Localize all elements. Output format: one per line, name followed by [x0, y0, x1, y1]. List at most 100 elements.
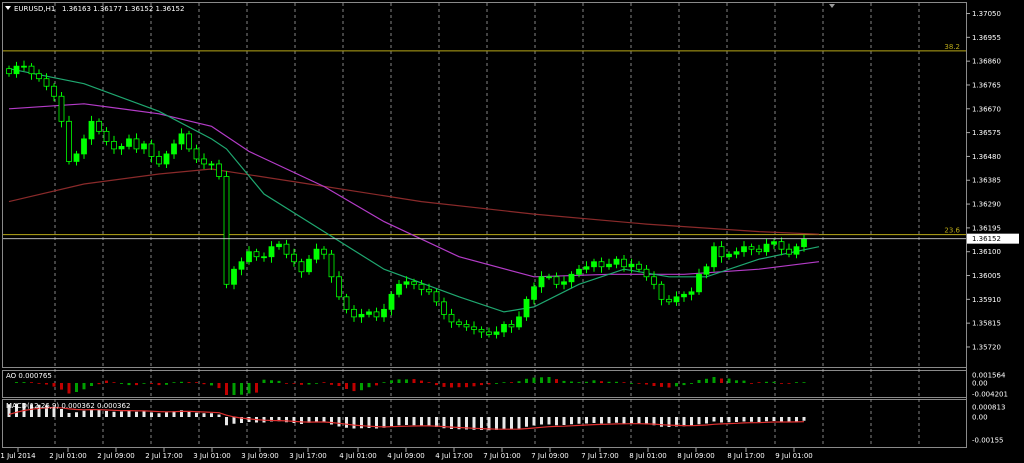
- ao-bar-105: [795, 382, 798, 383]
- candle-body-0: [6, 68, 12, 75]
- time-tick-label-13: 8 Jul 01:00: [629, 452, 667, 460]
- candle-74: [561, 276, 567, 290]
- ao-bar-61: [465, 383, 468, 388]
- candle-86: [651, 271, 657, 290]
- macd-bar-103: [780, 417, 783, 422]
- ao-bar-68: [517, 381, 521, 383]
- price-tick-label-11: 1.36005: [972, 272, 1001, 280]
- macd-bar-91: [690, 417, 693, 426]
- macd-bar-15: [120, 411, 123, 417]
- macd-bar-106: [802, 417, 806, 421]
- ao-bar-43: [330, 383, 333, 385]
- ao-bar-60: [457, 383, 461, 388]
- candle-body-100: [756, 248, 762, 253]
- candle-body-32: [246, 251, 252, 263]
- macd-bar-21: [165, 412, 168, 417]
- shift-chart-arrow-icon[interactable]: [829, 4, 835, 8]
- macd-bar-104: [787, 417, 791, 423]
- ao-bar-55: [420, 380, 423, 383]
- ao-bar-42: [322, 382, 326, 383]
- ao-bar-4: [37, 383, 41, 384]
- candle-body-19: [148, 143, 155, 157]
- candle-44: [336, 271, 342, 300]
- ao-bar-62: [472, 383, 476, 387]
- candle-body-55: [418, 283, 425, 290]
- time-tick-label-4: 3 Jul 01:00: [193, 452, 231, 460]
- macd-bar-78: [592, 417, 596, 423]
- ao-bar-56: [427, 382, 431, 383]
- fib-label-1: 23.6: [944, 227, 960, 235]
- candle-16: [126, 134, 132, 150]
- ao-bar-9: [75, 383, 78, 392]
- candle-body-102: [771, 241, 777, 245]
- candle-78: [591, 258, 597, 272]
- candle-77: [583, 261, 590, 274]
- ao-bar-53: [405, 379, 408, 383]
- ao-bar-88: [667, 383, 671, 388]
- macd-bar-13: [105, 411, 108, 417]
- ao-bar-89: [675, 383, 678, 387]
- macd-bar-59: [450, 417, 453, 429]
- candle-69: [523, 296, 530, 321]
- candle-body-65: [493, 331, 500, 335]
- candle-93: [703, 263, 710, 279]
- ao-bar-75: [570, 381, 573, 383]
- macd-bar-97: [735, 417, 738, 422]
- macd-bar-95: [720, 417, 723, 423]
- candlestick-series: [6, 60, 807, 339]
- candle-22: [171, 139, 177, 159]
- candle-80: [606, 258, 612, 270]
- macd-bar-94: [712, 417, 716, 422]
- ao-tick-label-1: 0.00: [972, 380, 988, 388]
- chart-ohlc: 1.36163 1.36177 1.36152 1.36152: [62, 5, 184, 13]
- candle-body-25: [193, 148, 200, 160]
- ao-bar-30: [232, 383, 236, 395]
- candle-37: [283, 239, 290, 259]
- time-axis: 1 Jul 2014 2 Jul 01:00 2 Jul 09:00 2 Jul 17…: [0, 448, 813, 460]
- candle-body-91: [688, 291, 695, 295]
- candle-body-50: [381, 308, 387, 318]
- candle-body-78: [591, 261, 597, 268]
- candle-body-76: [576, 268, 582, 275]
- macd-tick-label-1: 0.00: [972, 414, 988, 422]
- ao-bar-54: [412, 379, 416, 383]
- time-tick-label-10: 7 Jul 01:00: [483, 452, 521, 460]
- candle-body-77: [583, 266, 590, 270]
- ao-bar-2: [22, 382, 26, 383]
- time-tick-label-12: 7 Jul 17:00: [581, 452, 619, 460]
- candle-body-70: [531, 286, 537, 300]
- candle-body-93: [703, 266, 710, 275]
- candle-54: [411, 278, 417, 290]
- macd-bar-23: [180, 410, 183, 417]
- ao-bar-41: [315, 383, 318, 384]
- candle-body-72: [546, 276, 552, 279]
- candle-body-67: [508, 324, 515, 328]
- candle-body-66: [501, 324, 507, 333]
- macd-bar-26: [202, 413, 206, 417]
- price-tick-label-10: 1.36100: [972, 248, 1001, 256]
- candle-47: [358, 308, 365, 323]
- current-price-label: 1.36152: [972, 235, 1001, 243]
- candle-43: [328, 249, 335, 283]
- candle-34: [261, 252, 267, 262]
- candle-31: [238, 257, 245, 276]
- ao-bar-71: [540, 377, 543, 383]
- ao-bar-26: [202, 383, 206, 385]
- candle-body-46: [351, 308, 357, 318]
- ao-bar-58: [442, 383, 446, 387]
- ao-bar-102: [772, 381, 776, 383]
- candle-75: [568, 271, 575, 288]
- candle-65: [493, 326, 500, 339]
- chart-menu-arrow-icon[interactable]: [5, 6, 11, 10]
- macd-bar-100: [757, 417, 761, 422]
- candle-body-3: [28, 65, 35, 75]
- time-tick-label-9: 4 Jul 17:00: [435, 452, 473, 460]
- candle-body-99: [748, 246, 755, 250]
- candle-body-9: [73, 153, 80, 162]
- ao-bar-57: [435, 383, 438, 386]
- candle-25: [193, 144, 200, 163]
- macd-bar-62: [472, 417, 476, 430]
- candle-body-41: [313, 248, 320, 260]
- candle-body-53: [403, 281, 410, 285]
